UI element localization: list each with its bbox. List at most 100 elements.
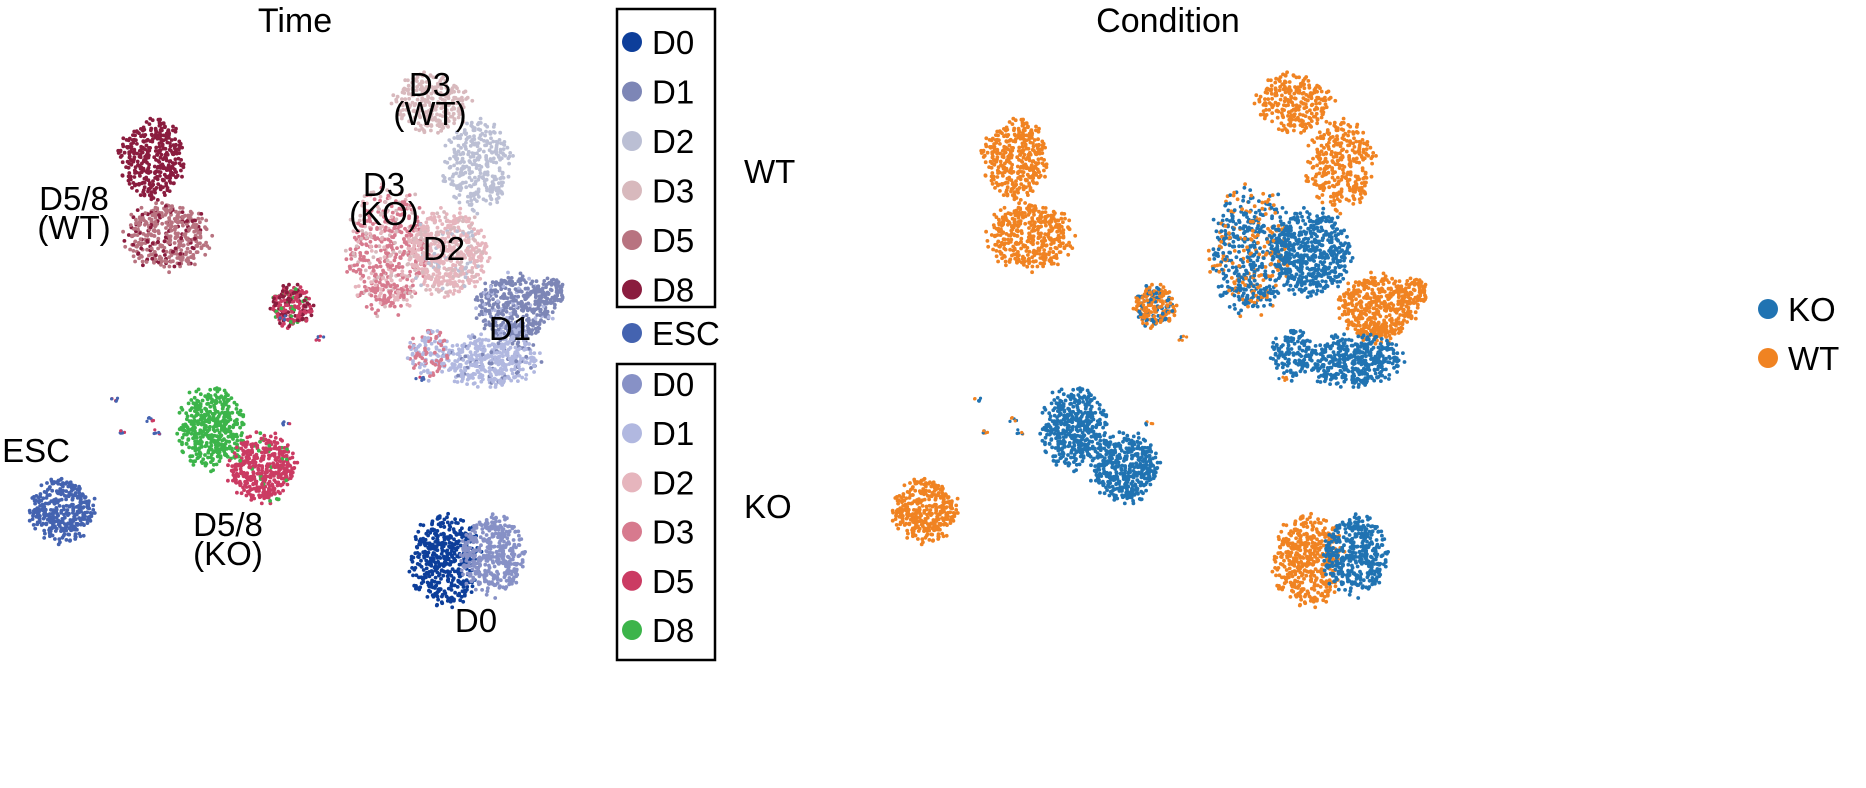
cell-point: [458, 110, 463, 115]
cell-point: [446, 119, 451, 123]
cell-point: [256, 489, 261, 493]
cell-point: [452, 89, 456, 94]
cell-point: [53, 537, 57, 541]
cell-point: [49, 477, 54, 482]
cell-point: [284, 285, 289, 290]
cell-point: [466, 217, 470, 221]
cell-point: [32, 498, 37, 503]
cell-point: [167, 234, 172, 239]
cell-point: [417, 267, 421, 271]
cell-point: [129, 142, 134, 146]
cell-point: [159, 259, 164, 264]
cell-point: [433, 362, 438, 367]
cell-point: [169, 165, 174, 170]
cell-point: [402, 91, 407, 95]
cell-point: [62, 532, 67, 537]
cell-point: [389, 278, 394, 283]
cell-point: [145, 151, 150, 155]
cell-point: [118, 155, 123, 159]
cell-point: [399, 304, 403, 308]
cell-point: [86, 500, 91, 505]
cell-point: [502, 292, 506, 296]
cell-point: [351, 251, 356, 256]
cell-point: [484, 129, 488, 134]
cell-point: [466, 269, 471, 274]
cell-point: [489, 145, 494, 149]
cell-point: [151, 228, 156, 233]
cell-point: [374, 279, 378, 284]
cell-point: [396, 273, 401, 277]
cell-point: [136, 251, 141, 256]
cell-point: [208, 404, 213, 409]
cell-point: [50, 525, 55, 530]
cell-point: [493, 283, 498, 287]
cell-point: [227, 414, 232, 419]
cell-point: [184, 441, 189, 446]
cell-point: [482, 139, 486, 143]
cell-point: [426, 95, 431, 100]
cell-point: [481, 270, 486, 274]
cell-point: [403, 78, 408, 83]
cell-point: [355, 293, 360, 298]
cell-point: [177, 161, 182, 166]
cell-point: [259, 501, 264, 506]
cell-point: [435, 84, 440, 89]
cell-point: [187, 428, 191, 433]
cell-point: [475, 199, 479, 204]
cell-point: [126, 233, 131, 237]
cell-point: [279, 299, 284, 304]
cell-point: [482, 172, 487, 177]
cell-point: [168, 148, 173, 153]
cell-point: [260, 482, 264, 487]
cell-point: [445, 91, 450, 95]
cell-point: [415, 240, 419, 245]
cell-point: [144, 120, 149, 124]
cell-point: [284, 474, 289, 479]
cell-point: [66, 484, 71, 489]
cell-point: [44, 490, 48, 495]
cell-point: [234, 445, 239, 450]
cell-point: [197, 451, 202, 456]
cell-point: [268, 447, 273, 452]
cell-point: [151, 179, 155, 184]
cell-point: [64, 510, 69, 515]
cell-point: [426, 330, 431, 335]
cell-point: [167, 189, 172, 194]
cell-point: [250, 442, 255, 447]
cell-point: [398, 278, 403, 282]
cell-point: [500, 172, 505, 176]
cell-point: [44, 522, 49, 527]
cell-point: [385, 244, 390, 249]
cell-point: [376, 308, 380, 313]
cell-point: [461, 271, 466, 276]
cell-point: [479, 360, 483, 365]
cell-point: [431, 536, 435, 541]
cell-point: [135, 208, 140, 213]
cell-point: [445, 218, 450, 223]
cell-point: [398, 250, 402, 254]
cell-point: [179, 258, 184, 262]
cell-point: [448, 275, 453, 279]
cell-point: [427, 117, 432, 122]
cell-point: [450, 268, 455, 273]
cell-point: [155, 166, 160, 170]
cell-point: [195, 419, 200, 423]
cell-point: [491, 156, 496, 161]
cell-point: [37, 519, 42, 524]
cell-point: [147, 253, 151, 258]
cell-point: [430, 330, 435, 334]
cell-point: [192, 395, 197, 400]
cell-point: [451, 111, 456, 116]
cell-point: [257, 463, 262, 468]
cell-point: [463, 367, 467, 372]
cell-point: [188, 209, 193, 214]
cell-point: [516, 294, 521, 299]
cell-point: [452, 154, 456, 159]
cell-point: [164, 260, 169, 264]
cell-point: [167, 255, 172, 260]
cell-point: [431, 373, 436, 377]
cell-point: [356, 284, 361, 288]
cell-point: [180, 428, 185, 432]
cell-point: [178, 252, 183, 256]
cell-point: [441, 125, 446, 130]
